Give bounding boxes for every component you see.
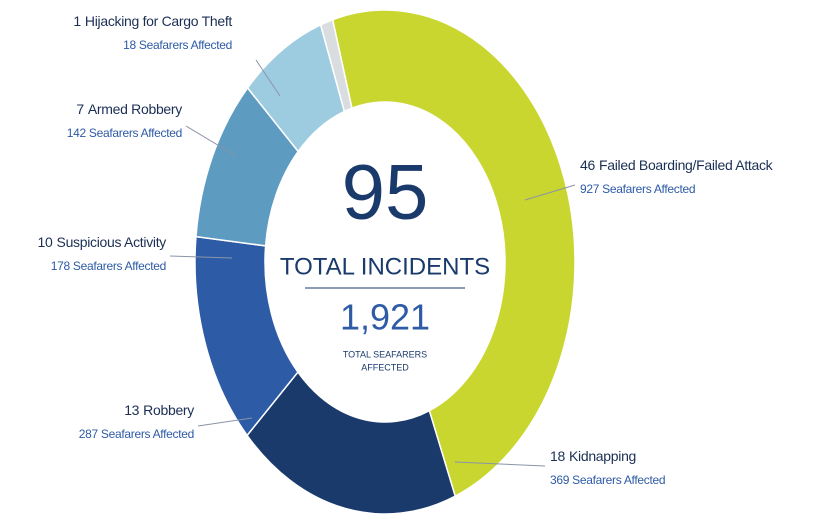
- slice-sublabel: 287 Seafarers Affected: [79, 427, 194, 441]
- incident-count: 46: [580, 157, 595, 173]
- seafarer-label: Seafarers Affected: [139, 38, 232, 52]
- leader-line: [524, 184, 576, 201]
- slice-label: 7 Armed Robbery: [76, 101, 182, 117]
- donut-segment: [319, 18, 353, 113]
- leader-line: [185, 125, 237, 157]
- slice-label: 1 Hijacking for Cargo Theft: [73, 13, 232, 29]
- slice-label: 10 Suspicious Activity: [38, 234, 167, 250]
- total-seafarers: 1,921: [340, 297, 430, 338]
- category-name: Hijacking for Cargo Theft: [85, 13, 232, 29]
- slice-sublabel: 142 Seafarers Affected: [67, 126, 182, 140]
- category-name: Kidnapping: [569, 448, 636, 464]
- slice-sublabel: 369 Seafarers Affected: [550, 473, 665, 487]
- seafarer-count: 369: [550, 473, 570, 487]
- seafarer-count: 287: [79, 427, 99, 441]
- incident-count: 13: [124, 402, 139, 418]
- leader-line: [454, 461, 546, 467]
- slice-sublabel: 927 Seafarers Affected: [580, 182, 695, 196]
- category-name: Failed Boarding/Failed Attack: [599, 157, 774, 173]
- total-seafarers-label: AFFECTED: [361, 362, 409, 372]
- category-name: Robbery: [143, 402, 194, 418]
- total-incidents: 95: [342, 148, 429, 236]
- seafarer-count: 142: [67, 126, 87, 140]
- slice-label: 18 Kidnapping: [550, 448, 636, 464]
- seafarer-count: 927: [580, 182, 600, 196]
- seafarer-label: Seafarers Affected: [73, 259, 166, 273]
- category-name: Suspicious Activity: [57, 234, 167, 250]
- donut-segment: [331, 9, 576, 498]
- leader-line: [197, 417, 253, 427]
- seafarer-label: Seafarers Affected: [101, 427, 194, 441]
- slice-sublabel: 18 Seafarers Affected: [123, 38, 232, 52]
- donut: [194, 9, 576, 515]
- slice-label: 46 Failed Boarding/Failed Attack: [580, 157, 774, 173]
- total-seafarers-label: TOTAL SEAFARERS: [343, 349, 427, 359]
- incident-count: 7: [76, 101, 84, 117]
- slice-sublabel: 178 Seafarers Affected: [51, 259, 166, 273]
- leader-line: [255, 59, 281, 97]
- seafarer-label: Seafarers Affected: [602, 182, 695, 196]
- seafarer-label: Seafarers Affected: [572, 473, 665, 487]
- incident-count: 1: [73, 13, 81, 29]
- seafarer-count: 178: [51, 259, 71, 273]
- seafarer-count: 18: [123, 38, 136, 52]
- seafarer-label: Seafarers Affected: [89, 126, 182, 140]
- incident-count: 18: [550, 448, 565, 464]
- leader-line: [169, 255, 233, 259]
- category-name: Armed Robbery: [88, 101, 182, 117]
- slice-label: 13 Robbery: [124, 402, 194, 418]
- total-incidents-label: TOTAL INCIDENTS: [280, 253, 490, 280]
- incident-count: 10: [38, 234, 53, 250]
